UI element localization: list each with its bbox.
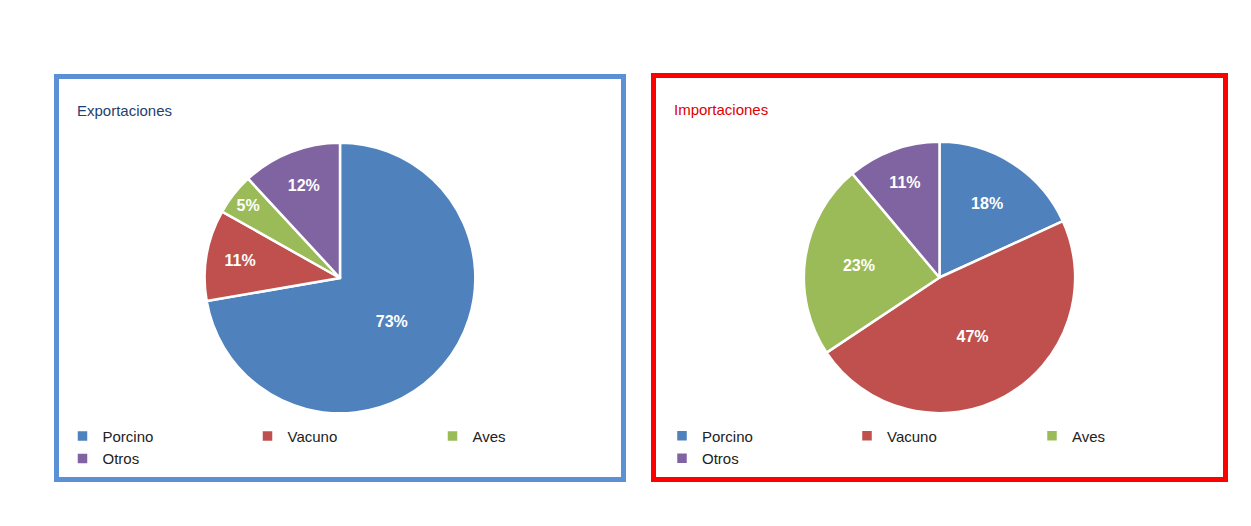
svg-text:12%: 12%	[288, 177, 320, 194]
svg-text:11%: 11%	[889, 174, 920, 191]
svg-text:18%: 18%	[971, 195, 1003, 212]
svg-text:Aves: Aves	[1072, 428, 1105, 445]
svg-text:Porcino: Porcino	[103, 428, 154, 445]
svg-text:Otros: Otros	[103, 450, 140, 467]
svg-text:47%: 47%	[957, 328, 989, 345]
svg-text:Importaciones: Importaciones	[674, 101, 768, 118]
svg-text:Exportaciones: Exportaciones	[77, 102, 172, 119]
svg-text:Otros: Otros	[702, 450, 739, 467]
svg-text:23%: 23%	[843, 257, 875, 274]
svg-text:Vacuno: Vacuno	[887, 428, 937, 445]
svg-text:Aves: Aves	[473, 428, 506, 445]
svg-text:Vacuno: Vacuno	[288, 428, 338, 445]
svg-text:Porcino: Porcino	[702, 428, 753, 445]
svg-text:73%: 73%	[376, 313, 408, 330]
svg-text:11%: 11%	[225, 252, 256, 269]
svg-text:5%: 5%	[237, 197, 260, 214]
